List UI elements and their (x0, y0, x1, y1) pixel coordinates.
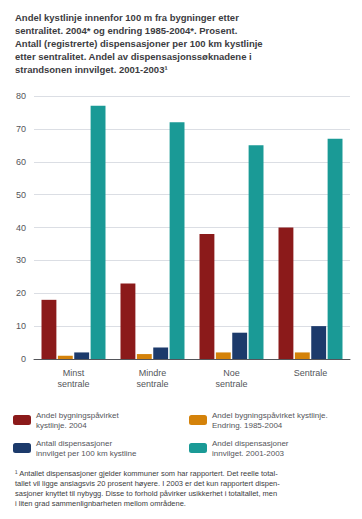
svg-text:¹ Antallet dispensasjoner gjel: ¹ Antallet dispensasjoner gjelder kommun… (15, 469, 278, 478)
svg-text:10: 10 (16, 321, 26, 331)
svg-text:0: 0 (21, 354, 26, 364)
svg-text:Andel bygningspåvirket: Andel bygningspåvirket (36, 411, 119, 420)
svg-text:50: 50 (16, 190, 26, 200)
svg-text:Andel dispensasjoner: Andel dispensasjoner (212, 439, 289, 448)
svg-text:Noe: Noe (223, 368, 240, 378)
svg-text:etter sentralitet. Andel av di: etter sentralitet. Andel av dispensasjon… (15, 51, 252, 62)
svg-text:Sentrale: Sentrale (294, 368, 328, 378)
svg-text:sasjoner knyttet til nybygg. D: sasjoner knyttet til nybygg. Disse to fo… (15, 489, 277, 498)
svg-text:30: 30 (16, 255, 26, 265)
svg-text:Mindre: Mindre (139, 368, 167, 378)
svg-text:Minst: Minst (63, 368, 85, 378)
svg-text:80: 80 (16, 91, 26, 101)
svg-text:70: 70 (16, 124, 26, 134)
svg-text:Antall (registrerte) dispensas: Antall (registrerte) dispensasjoner per … (15, 38, 263, 49)
svg-text:Endring. 1985-2004: Endring. 1985-2004 (212, 421, 283, 430)
svg-text:i liten grad sammenlignbarhete: i liten grad sammenlignbarheten mellom o… (15, 499, 186, 508)
svg-text:Andel kystlinje innenfor 100 m: Andel kystlinje innenfor 100 m fra bygni… (15, 12, 239, 23)
svg-text:60: 60 (16, 157, 26, 167)
svg-text:sentrale: sentrale (215, 379, 247, 389)
svg-text:strandsonen innvilget. 2001-20: strandsonen innvilget. 2001-2003¹ (15, 64, 168, 75)
svg-text:Andel bygningspåvirket kystlin: Andel bygningspåvirket kystlinje. (212, 411, 328, 420)
svg-text:20: 20 (16, 288, 26, 298)
svg-text:tallet vil ligge anslagsvis 20: tallet vil ligge anslagsvis 20 prosent h… (15, 479, 280, 488)
svg-text:sentrale: sentrale (57, 379, 89, 389)
svg-text:sentrale: sentrale (136, 379, 168, 389)
svg-text:innvilget. 2001-2003: innvilget. 2001-2003 (212, 449, 285, 458)
svg-text:40: 40 (16, 223, 26, 233)
svg-text:innvilget per 100 km kystline: innvilget per 100 km kystline (36, 449, 137, 458)
svg-text:sentralitet. 2004* og endring: sentralitet. 2004* og endring 1985-2004*… (15, 25, 237, 36)
svg-text:Antall dispensasjoner: Antall dispensasjoner (36, 439, 112, 448)
svg-text:kystlinje. 2004: kystlinje. 2004 (36, 421, 87, 430)
